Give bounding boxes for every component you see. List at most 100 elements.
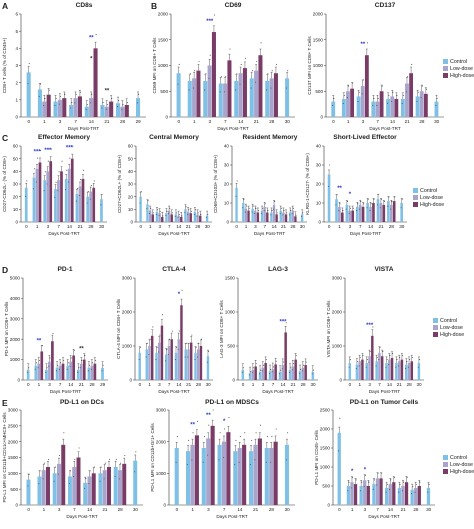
data-point <box>37 367 39 369</box>
data-point <box>207 454 209 456</box>
data-point <box>48 458 50 460</box>
data-point <box>365 366 367 368</box>
data-point <box>27 371 29 373</box>
bar <box>150 335 154 380</box>
y-tick-label: 0 <box>327 503 330 508</box>
x-axis-label: Days Post-TRT <box>68 126 100 131</box>
bar <box>211 32 216 117</box>
x-tick-label: 14 <box>176 382 182 387</box>
bar <box>388 484 392 505</box>
data-point <box>80 178 82 180</box>
legend-entry: Control <box>440 318 457 324</box>
bar <box>49 161 53 222</box>
data-point <box>77 468 79 470</box>
x-tick-label: 21 <box>405 119 411 124</box>
data-point <box>169 207 171 209</box>
y-tick-label: 50 <box>13 156 19 161</box>
data-point <box>263 210 265 212</box>
legend-swatch <box>443 462 448 467</box>
data-point <box>194 209 197 211</box>
data-point <box>245 205 248 207</box>
bar <box>358 204 362 222</box>
data-point <box>77 188 79 190</box>
x-tick-label: 30 <box>434 119 440 124</box>
data-point <box>254 212 256 214</box>
data-point <box>400 364 402 366</box>
y-tick-label: 2000 <box>320 427 331 432</box>
y-axis-label: CD27+CD62L+ (% of CD8+) <box>117 154 122 213</box>
data-point <box>34 368 36 370</box>
y-axis-label: CTLA-4 MFI on CD8+ T Cells <box>116 298 121 359</box>
data-point <box>61 160 63 162</box>
data-point <box>88 364 91 366</box>
significance-marker: *** <box>366 323 374 329</box>
data-point <box>424 99 426 101</box>
data-point <box>39 470 41 472</box>
x-tick-label: 29 <box>136 119 142 124</box>
bar <box>206 356 210 380</box>
data-point <box>361 364 363 366</box>
data-point <box>329 164 331 166</box>
data-point <box>375 365 377 367</box>
data-point <box>195 346 197 348</box>
bar <box>400 98 405 117</box>
legend-entry: Control <box>450 455 467 461</box>
data-point <box>146 208 148 210</box>
data-point <box>291 212 293 214</box>
data-point <box>194 70 196 72</box>
data-point <box>90 102 92 104</box>
data-point <box>156 346 158 348</box>
data-point <box>257 210 260 212</box>
legend-swatch <box>433 332 438 337</box>
data-point <box>81 359 83 361</box>
bar <box>69 361 72 380</box>
data-point <box>101 194 103 196</box>
data-point <box>64 93 66 95</box>
bar <box>272 204 276 222</box>
significance-marker: ** <box>37 338 42 344</box>
bar <box>54 189 57 222</box>
bar <box>90 365 94 380</box>
data-point <box>417 91 419 93</box>
data-point <box>390 479 392 481</box>
data-point <box>115 458 117 460</box>
data-point <box>205 216 208 218</box>
data-point <box>219 432 221 434</box>
bar <box>361 359 364 380</box>
data-point <box>181 215 183 217</box>
bar <box>86 196 90 222</box>
data-point <box>135 451 137 453</box>
data-point <box>420 97 422 99</box>
x-tick-label: 14 <box>368 224 374 229</box>
data-point <box>406 477 408 479</box>
y-axis-label: CD8+ T cells (% of CD45+) <box>2 37 7 93</box>
bar <box>221 441 227 505</box>
data-point <box>124 455 126 457</box>
data-point <box>89 470 91 472</box>
significance-marker: *** <box>206 19 214 25</box>
bar <box>100 104 105 117</box>
y-tick-label: 40 <box>224 144 230 149</box>
bar <box>335 199 338 222</box>
bar <box>98 473 103 505</box>
bar <box>161 216 164 222</box>
data-point <box>25 195 27 197</box>
data-point <box>391 200 393 203</box>
data-point <box>28 62 30 64</box>
x-tick-label: 28 <box>196 382 202 387</box>
data-point <box>40 358 42 360</box>
x-tick-label: 7 <box>168 382 171 387</box>
data-point <box>106 104 108 106</box>
bar <box>301 214 304 222</box>
bar <box>194 435 199 505</box>
data-point <box>264 203 266 205</box>
bar <box>193 211 197 222</box>
y-tick-label: 20 <box>128 194 134 199</box>
data-point <box>281 368 283 370</box>
data-point <box>208 350 210 352</box>
data-point <box>191 459 193 461</box>
data-point <box>162 314 164 316</box>
bar <box>271 369 275 380</box>
data-point <box>376 104 378 106</box>
data-point <box>393 477 395 479</box>
